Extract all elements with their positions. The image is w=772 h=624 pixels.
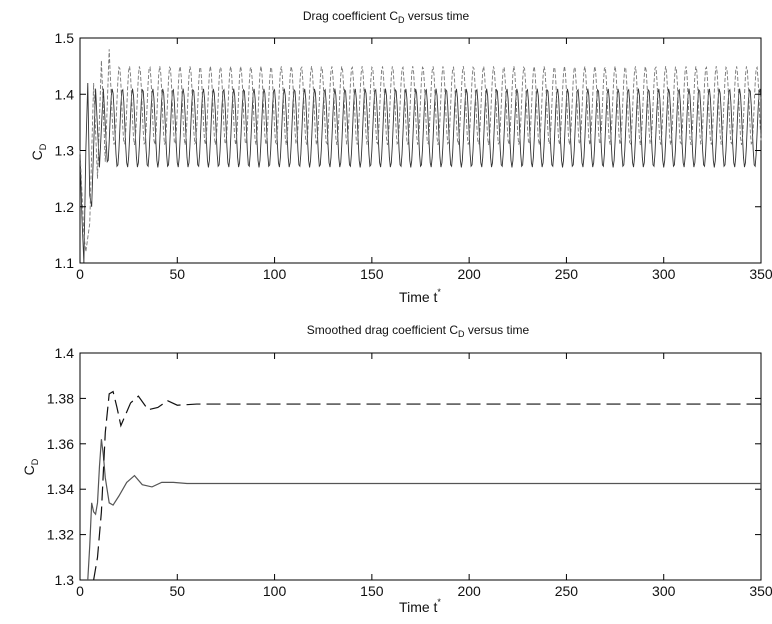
x-tick-label: 100 <box>263 583 287 599</box>
x-tick-label: 100 <box>263 266 287 282</box>
x-tick-label: 0 <box>76 583 84 599</box>
x-tick-label: 0 <box>76 266 84 282</box>
y-tick-label: 1.3 <box>55 143 75 159</box>
y-tick-label: 1.2 <box>55 199 75 215</box>
chart-bottom-ticks: 0 50 100 150 200 250 300 350 1.3 1.32 1.34 1.36 1.38… <box>47 345 772 599</box>
y-tick-label: 1.3 <box>55 572 75 588</box>
y-tick-label: 1.38 <box>47 390 74 406</box>
y-tick-label: 1.34 <box>47 481 74 497</box>
x-tick-label: 200 <box>457 583 481 599</box>
chart-top-plot-frame <box>79 37 762 264</box>
x-tick-label: 50 <box>169 266 185 282</box>
y-tick-label: 1.5 <box>55 30 75 46</box>
chart-bottom-series <box>87 390 761 581</box>
chart-top-series <box>79 49 762 264</box>
series-line-dashed <box>79 49 762 252</box>
x-tick-label: 350 <box>749 266 772 282</box>
chart-top: Drag coefficient CD versus time 0 50 100 15… <box>29 9 772 305</box>
series-line-dashed <box>93 390 761 581</box>
y-tick-label: 1.1 <box>55 255 75 271</box>
y-tick-label: 1.36 <box>47 436 74 452</box>
chart-bottom-plot-frame <box>79 352 762 581</box>
y-tick-label: 1.4 <box>55 345 75 361</box>
x-tick-label: 150 <box>360 266 384 282</box>
chart-bottom-title: Smoothed drag coefficient CD versus time <box>307 323 530 339</box>
x-tick-label: 150 <box>360 583 384 599</box>
x-tick-label: 250 <box>555 583 579 599</box>
chart-top-title: Drag coefficient CD versus time <box>303 9 470 25</box>
chart-top-ylabel: CD <box>29 143 48 160</box>
x-tick-label: 350 <box>749 583 772 599</box>
series-line-solid <box>79 82 762 264</box>
chart-top-ticks: 0 50 100 150 200 250 300 350 1.1 1.2 1.3 1.4 1.5 <box>55 30 772 282</box>
x-tick-label: 300 <box>652 583 676 599</box>
y-tick-label: 1.4 <box>55 86 75 102</box>
chart-bottom-ylabel: CD <box>21 458 40 475</box>
x-tick-label: 200 <box>457 266 481 282</box>
x-tick-label: 50 <box>169 583 185 599</box>
chart-bottom-xlabel: Time t* <box>399 597 441 615</box>
x-tick-label: 300 <box>652 266 676 282</box>
x-tick-label: 250 <box>555 266 579 282</box>
chart-bottom: Smoothed drag coefficient CD versus time… <box>21 323 772 615</box>
y-tick-label: 1.32 <box>47 527 74 543</box>
series-line-solid <box>87 439 761 581</box>
chart-top-xlabel: Time t* <box>399 287 441 305</box>
